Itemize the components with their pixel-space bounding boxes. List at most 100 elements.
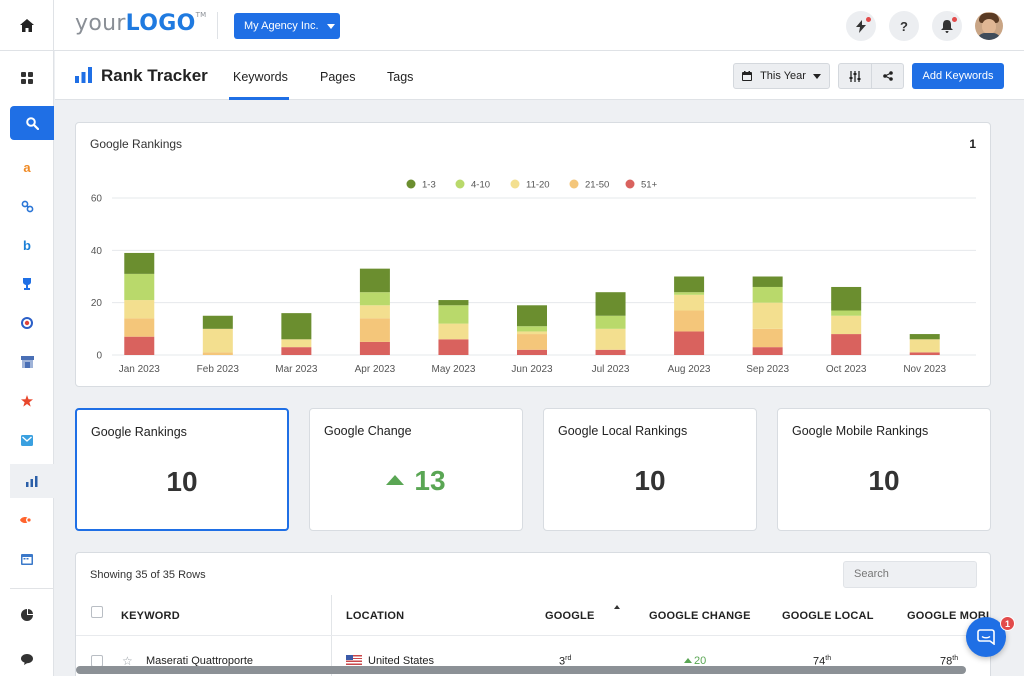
support-chat-button[interactable] (966, 617, 1006, 657)
home-button[interactable] (0, 0, 54, 51)
stat-value: 10 (634, 465, 666, 496)
page-title: Rank Tracker (101, 66, 208, 85)
horizontal-scrollbar[interactable] (76, 666, 966, 674)
bar-segment (202, 328, 233, 353)
table-search-input[interactable]: Search (843, 561, 977, 588)
tab-pages[interactable]: Pages (320, 70, 356, 84)
stat-value: 10 (166, 466, 198, 497)
sidebar-item-calendar[interactable] (0, 542, 54, 576)
bar-segment (438, 323, 469, 340)
sidebar-item-bing[interactable]: b (0, 228, 54, 262)
sidebar-item-backlinks[interactable] (0, 189, 54, 223)
bar-segment (752, 328, 783, 348)
legend-swatch (569, 179, 579, 189)
sidebar-item-shop[interactable] (0, 345, 54, 379)
sidebar-item-target[interactable] (0, 306, 54, 340)
share-icon (882, 71, 893, 81)
stat-card-google-mobile-rankings[interactable]: Google Mobile Rankings 10 (777, 408, 991, 531)
bar-segment (359, 341, 390, 355)
bar-segment (595, 315, 626, 329)
dashboard-icon (21, 72, 33, 84)
x-tick-label: Apr 2023 (355, 364, 396, 375)
stat-card-google-rankings[interactable]: Google Rankings 10 (75, 408, 289, 531)
stat-card-google-change[interactable]: Google Change 13 (309, 408, 523, 531)
sub-header: Rank Tracker Keywords Pages Tags This Ye… (55, 51, 1024, 100)
sidebar-item-email[interactable] (0, 423, 54, 457)
y-tick-label: 60 (91, 194, 103, 205)
trend-up-icon (386, 475, 405, 485)
column-header-google-change[interactable]: GOOGLE CHANGE (649, 610, 751, 622)
stat-card-google-local-rankings[interactable]: Google Local Rankings 10 (543, 408, 757, 531)
stat-label: Google Mobile Rankings (792, 424, 929, 438)
share-button[interactable] (871, 63, 904, 89)
legend-label: 4-10 (471, 180, 490, 191)
help-button[interactable]: ? (889, 11, 919, 41)
whats-new-button[interactable] (846, 11, 876, 41)
x-tick-label: Jan 2023 (119, 364, 161, 375)
sort-asc-icon[interactable] (614, 605, 620, 609)
bar-segment (124, 336, 155, 355)
bar-segment (674, 276, 705, 293)
tab-tags[interactable]: Tags (387, 70, 414, 84)
bar-segment (281, 339, 312, 348)
sidebar-item-reports[interactable] (10, 464, 54, 498)
star-icon[interactable]: ☆ (122, 654, 133, 668)
bar-segment (674, 331, 705, 355)
add-keywords-button[interactable]: Add Keywords (912, 63, 1004, 89)
select-all-checkbox[interactable] (91, 606, 103, 618)
notification-dot (952, 17, 957, 22)
sidebar-item-trophy[interactable] (0, 267, 54, 301)
agency-label: My Agency Inc. (244, 20, 319, 32)
bar-segment (359, 305, 390, 319)
bar-segment (438, 305, 469, 324)
bar-segment (831, 315, 862, 335)
stat-label: Google Rankings (91, 425, 187, 439)
cell-keyword[interactable]: Maserati Quattroporte (146, 655, 253, 667)
x-tick-label: Mar 2023 (275, 364, 318, 375)
filter-settings-button[interactable] (838, 63, 872, 89)
date-range-dropdown[interactable]: This Year (733, 63, 830, 89)
calendar-icon (21, 554, 33, 565)
bar-segment (202, 315, 233, 329)
user-avatar[interactable] (975, 12, 1003, 40)
tab-keywords[interactable]: Keywords (233, 70, 288, 84)
bing-icon: b (23, 237, 31, 253)
bar-segment (124, 300, 155, 319)
legend-swatch (510, 179, 520, 189)
column-header-keyword[interactable]: KEYWORD (121, 610, 180, 622)
amazon-icon: a (23, 159, 31, 175)
sidebar-item-reviews[interactable] (0, 384, 54, 418)
sidebar-item-chat[interactable] (0, 642, 54, 676)
rankings-chart-card: Google Rankings 1 0 20 40 60 Jan 2023 Feb 202… (75, 122, 991, 387)
top-header: yourLOGOTM My Agency Inc. ? (0, 0, 1024, 51)
stat-value: 13 (414, 465, 446, 496)
stat-value: 10 (868, 465, 900, 496)
bar-segment (595, 349, 626, 355)
stat-label: Google Local Rankings (558, 424, 688, 438)
agency-dropdown[interactable]: My Agency Inc. (234, 13, 340, 39)
cell-google: 3rd (559, 655, 572, 668)
column-header-google-mobile[interactable]: GOOGLE MOBILI (907, 610, 991, 622)
sidebar-item-analytics[interactable] (0, 598, 54, 632)
home-icon (19, 19, 34, 32)
column-header-location[interactable]: LOCATION (346, 610, 405, 622)
legend-label: 11-20 (526, 180, 550, 191)
bar-segment (517, 349, 547, 355)
header-divider (76, 635, 990, 636)
logo[interactable]: yourLOGOTM (75, 11, 207, 36)
chevron-down-icon (812, 73, 821, 79)
sidebar-item-amazon[interactable]: a (0, 150, 54, 184)
sidebar-divider (10, 588, 54, 589)
bar-segment (359, 318, 390, 342)
stat-label: Google Change (324, 424, 412, 438)
sidebar-item-dashboard[interactable] (0, 61, 54, 95)
column-header-google[interactable]: GOOGLE (545, 610, 595, 622)
bar-segment (909, 339, 940, 353)
x-tick-label: Sep 2023 (746, 364, 789, 375)
sidebar-item-semrush[interactable] (0, 503, 54, 537)
sidebar-item-rank-tracker[interactable] (10, 106, 54, 140)
bar-segment (359, 268, 390, 293)
column-header-google-local[interactable]: GOOGLE LOCAL (782, 610, 874, 622)
notifications-button[interactable] (932, 11, 962, 41)
lightning-icon (856, 19, 866, 33)
